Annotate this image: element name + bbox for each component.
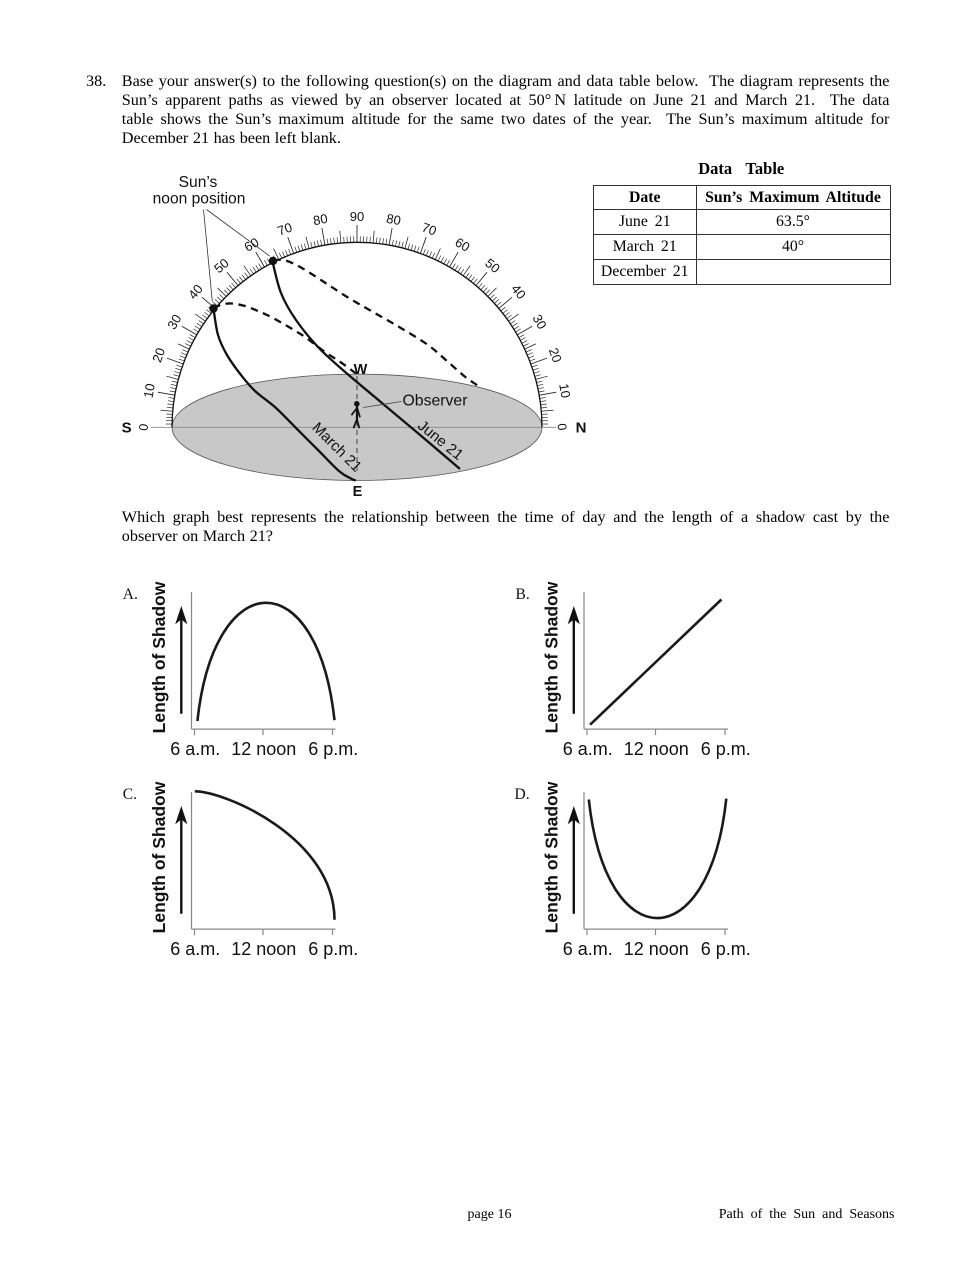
svg-text:6 p.m.: 6 p.m. xyxy=(308,939,358,959)
svg-text:6 a.m.: 6 a.m. xyxy=(170,739,220,759)
svg-text:10: 10 xyxy=(556,382,573,399)
svg-text:6 p.m.: 6 p.m. xyxy=(701,739,751,759)
svg-text:6 p.m.: 6 p.m. xyxy=(308,739,358,759)
svg-text:0: 0 xyxy=(136,423,151,431)
svg-text:50: 50 xyxy=(211,255,232,276)
svg-text:E: E xyxy=(353,484,363,500)
svg-text:Length of Shadow: Length of Shadow xyxy=(542,781,562,933)
svg-text:Observer: Observer xyxy=(403,393,468,410)
svg-text:0: 0 xyxy=(554,423,569,431)
svg-text:90: 90 xyxy=(350,209,364,224)
svg-text:60: 60 xyxy=(241,234,261,254)
svg-text:30: 30 xyxy=(164,312,184,332)
svg-text:80: 80 xyxy=(312,211,329,228)
svg-text:30: 30 xyxy=(530,312,550,332)
svg-text:Length of Shadow: Length of Shadow xyxy=(542,581,562,733)
svg-text:20: 20 xyxy=(546,346,565,365)
svg-text:S: S xyxy=(122,420,132,437)
svg-text:Length of Shadow: Length of Shadow xyxy=(149,581,169,733)
svg-text:6 a.m.: 6 a.m. xyxy=(563,939,613,959)
svg-text:N: N xyxy=(576,420,587,437)
svg-text:60: 60 xyxy=(452,234,472,254)
svg-text:12 noon: 12 noon xyxy=(624,939,689,959)
svg-text:A.: A. xyxy=(123,586,138,603)
svg-text:W: W xyxy=(354,362,368,378)
svg-text:6 a.m.: 6 a.m. xyxy=(170,939,220,959)
svg-text:12 noon: 12 noon xyxy=(231,939,296,959)
svg-text:6 p.m.: 6 p.m. xyxy=(701,939,751,959)
svg-text:20: 20 xyxy=(149,346,168,365)
svg-text:10: 10 xyxy=(141,382,158,399)
svg-text:12 noon: 12 noon xyxy=(231,739,296,759)
svg-text:C.: C. xyxy=(123,786,137,803)
svg-text:Sun’s: Sun’s xyxy=(179,174,218,191)
svg-text:70: 70 xyxy=(420,219,439,238)
svg-text:12 noon: 12 noon xyxy=(624,739,689,759)
svg-text:Length of Shadow: Length of Shadow xyxy=(149,781,169,933)
svg-text:noon position: noon position xyxy=(153,191,246,208)
svg-text:B.: B. xyxy=(516,586,530,603)
svg-text:50: 50 xyxy=(482,255,503,276)
svg-text:6 a.m.: 6 a.m. xyxy=(563,739,613,759)
svg-text:70: 70 xyxy=(275,219,294,238)
svg-text:40: 40 xyxy=(508,281,529,302)
svg-text:D.: D. xyxy=(515,786,530,803)
svg-text:40: 40 xyxy=(185,281,206,302)
svg-text:80: 80 xyxy=(385,211,402,228)
